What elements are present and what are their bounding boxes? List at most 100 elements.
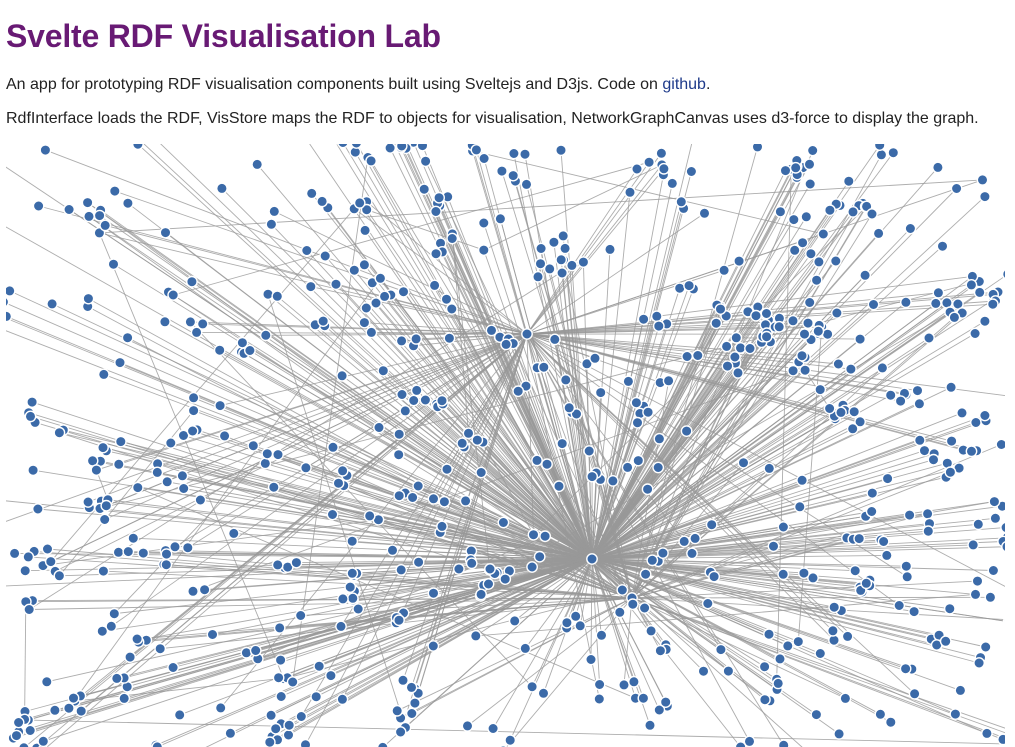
graph-hub-node[interactable] bbox=[521, 328, 533, 340]
graph-node[interactable] bbox=[160, 548, 173, 560]
graph-node[interactable] bbox=[504, 734, 517, 747]
graph-node[interactable] bbox=[469, 629, 482, 642]
graph-node[interactable] bbox=[459, 494, 472, 507]
graph-node[interactable] bbox=[831, 307, 843, 319]
graph-node[interactable] bbox=[37, 735, 50, 747]
graph-node[interactable] bbox=[737, 456, 750, 469]
graph-node[interactable] bbox=[478, 152, 490, 165]
graph-node[interactable] bbox=[772, 677, 785, 690]
graph-node[interactable] bbox=[436, 520, 448, 533]
graph-node[interactable] bbox=[817, 228, 830, 240]
graph-node[interactable] bbox=[24, 724, 37, 737]
graph-node[interactable] bbox=[796, 349, 808, 362]
graph-node[interactable] bbox=[988, 495, 1001, 508]
graph-node[interactable] bbox=[777, 521, 790, 533]
graph-node[interactable] bbox=[393, 489, 406, 502]
graph-node[interactable] bbox=[884, 389, 897, 402]
graph-node[interactable] bbox=[787, 314, 799, 327]
graph-node[interactable] bbox=[475, 466, 488, 479]
graph-node[interactable] bbox=[561, 616, 573, 629]
graph-node[interactable] bbox=[948, 311, 961, 324]
graph-node[interactable] bbox=[884, 716, 897, 729]
graph-node[interactable] bbox=[642, 406, 654, 419]
graph-node[interactable] bbox=[583, 445, 596, 457]
graph-node[interactable] bbox=[969, 588, 982, 601]
graph-node[interactable] bbox=[151, 741, 164, 747]
graph-node[interactable] bbox=[112, 546, 125, 559]
graph-node[interactable] bbox=[774, 205, 787, 218]
graph-node[interactable] bbox=[803, 296, 816, 309]
graph-node[interactable] bbox=[360, 302, 373, 314]
graph-node[interactable] bbox=[98, 513, 111, 526]
graph-node[interactable] bbox=[214, 399, 227, 412]
graph-node[interactable] bbox=[412, 556, 425, 569]
graph-node[interactable] bbox=[763, 628, 775, 641]
graph-node[interactable] bbox=[410, 332, 422, 345]
graph-node[interactable] bbox=[781, 639, 794, 652]
graph-node[interactable] bbox=[27, 464, 40, 477]
graph-node[interactable] bbox=[290, 556, 303, 569]
graph-node[interactable] bbox=[275, 690, 288, 703]
graph-node[interactable] bbox=[99, 219, 112, 232]
graph-node[interactable] bbox=[657, 547, 669, 559]
graph-node[interactable] bbox=[247, 439, 260, 452]
graph-node[interactable] bbox=[391, 704, 404, 717]
graph-node[interactable] bbox=[875, 148, 888, 161]
graph-node[interactable] bbox=[8, 547, 21, 560]
graph-node[interactable] bbox=[161, 475, 174, 488]
graph-node[interactable] bbox=[265, 709, 277, 722]
graph-node[interactable] bbox=[408, 697, 421, 709]
graph-node[interactable] bbox=[392, 448, 405, 461]
graph-node[interactable] bbox=[534, 257, 547, 270]
graph-node[interactable] bbox=[313, 660, 326, 673]
graph-node[interactable] bbox=[854, 333, 866, 346]
graph-node[interactable] bbox=[475, 588, 487, 601]
graph-node[interactable] bbox=[814, 383, 827, 396]
graph-node[interactable] bbox=[638, 602, 651, 614]
graph-node[interactable] bbox=[97, 441, 109, 454]
graph-node[interactable] bbox=[271, 290, 284, 303]
graph-node[interactable] bbox=[802, 317, 814, 330]
graph-node[interactable] bbox=[12, 716, 25, 729]
github-link[interactable]: github bbox=[662, 76, 706, 93]
graph-node[interactable] bbox=[535, 242, 547, 255]
graph-node[interactable] bbox=[184, 315, 197, 328]
graph-node[interactable] bbox=[777, 739, 790, 747]
graph-node[interactable] bbox=[860, 577, 873, 590]
graph-node[interactable] bbox=[419, 155, 432, 168]
graph-node[interactable] bbox=[46, 297, 58, 310]
graph-node[interactable] bbox=[40, 675, 53, 688]
graph-node[interactable] bbox=[824, 204, 836, 217]
graph-node[interactable] bbox=[41, 543, 54, 555]
graph-node[interactable] bbox=[979, 409, 991, 422]
graph-node[interactable] bbox=[118, 692, 131, 705]
graph-node[interactable] bbox=[631, 416, 644, 429]
graph-node[interactable] bbox=[299, 738, 312, 747]
graph-node[interactable] bbox=[348, 264, 361, 277]
graph-node[interactable] bbox=[316, 195, 328, 208]
graph-node[interactable] bbox=[399, 404, 412, 417]
graph-node[interactable] bbox=[206, 628, 219, 641]
graph-node[interactable] bbox=[438, 495, 451, 508]
graph-node[interactable] bbox=[555, 144, 567, 157]
graph-node[interactable] bbox=[789, 161, 802, 174]
graph-node[interactable] bbox=[839, 692, 852, 705]
graph-node[interactable] bbox=[908, 605, 920, 618]
graph-node[interactable] bbox=[589, 352, 601, 365]
graph-node[interactable] bbox=[127, 532, 140, 545]
graph-node[interactable] bbox=[537, 687, 550, 700]
graph-node[interactable] bbox=[767, 540, 780, 553]
graph-node[interactable] bbox=[846, 422, 859, 435]
graph-node[interactable] bbox=[595, 629, 608, 642]
graph-node[interactable] bbox=[854, 415, 866, 428]
graph-node[interactable] bbox=[653, 432, 666, 445]
graph-node[interactable] bbox=[508, 614, 521, 627]
graph-node[interactable] bbox=[637, 692, 650, 705]
graph-node[interactable] bbox=[987, 564, 1000, 577]
graph-node[interactable] bbox=[261, 447, 274, 460]
graph-node[interactable] bbox=[335, 620, 347, 633]
graph-node[interactable] bbox=[224, 727, 237, 740]
graph-node[interactable] bbox=[543, 263, 556, 275]
graph-node[interactable] bbox=[976, 174, 989, 186]
graph-node[interactable] bbox=[377, 364, 390, 377]
